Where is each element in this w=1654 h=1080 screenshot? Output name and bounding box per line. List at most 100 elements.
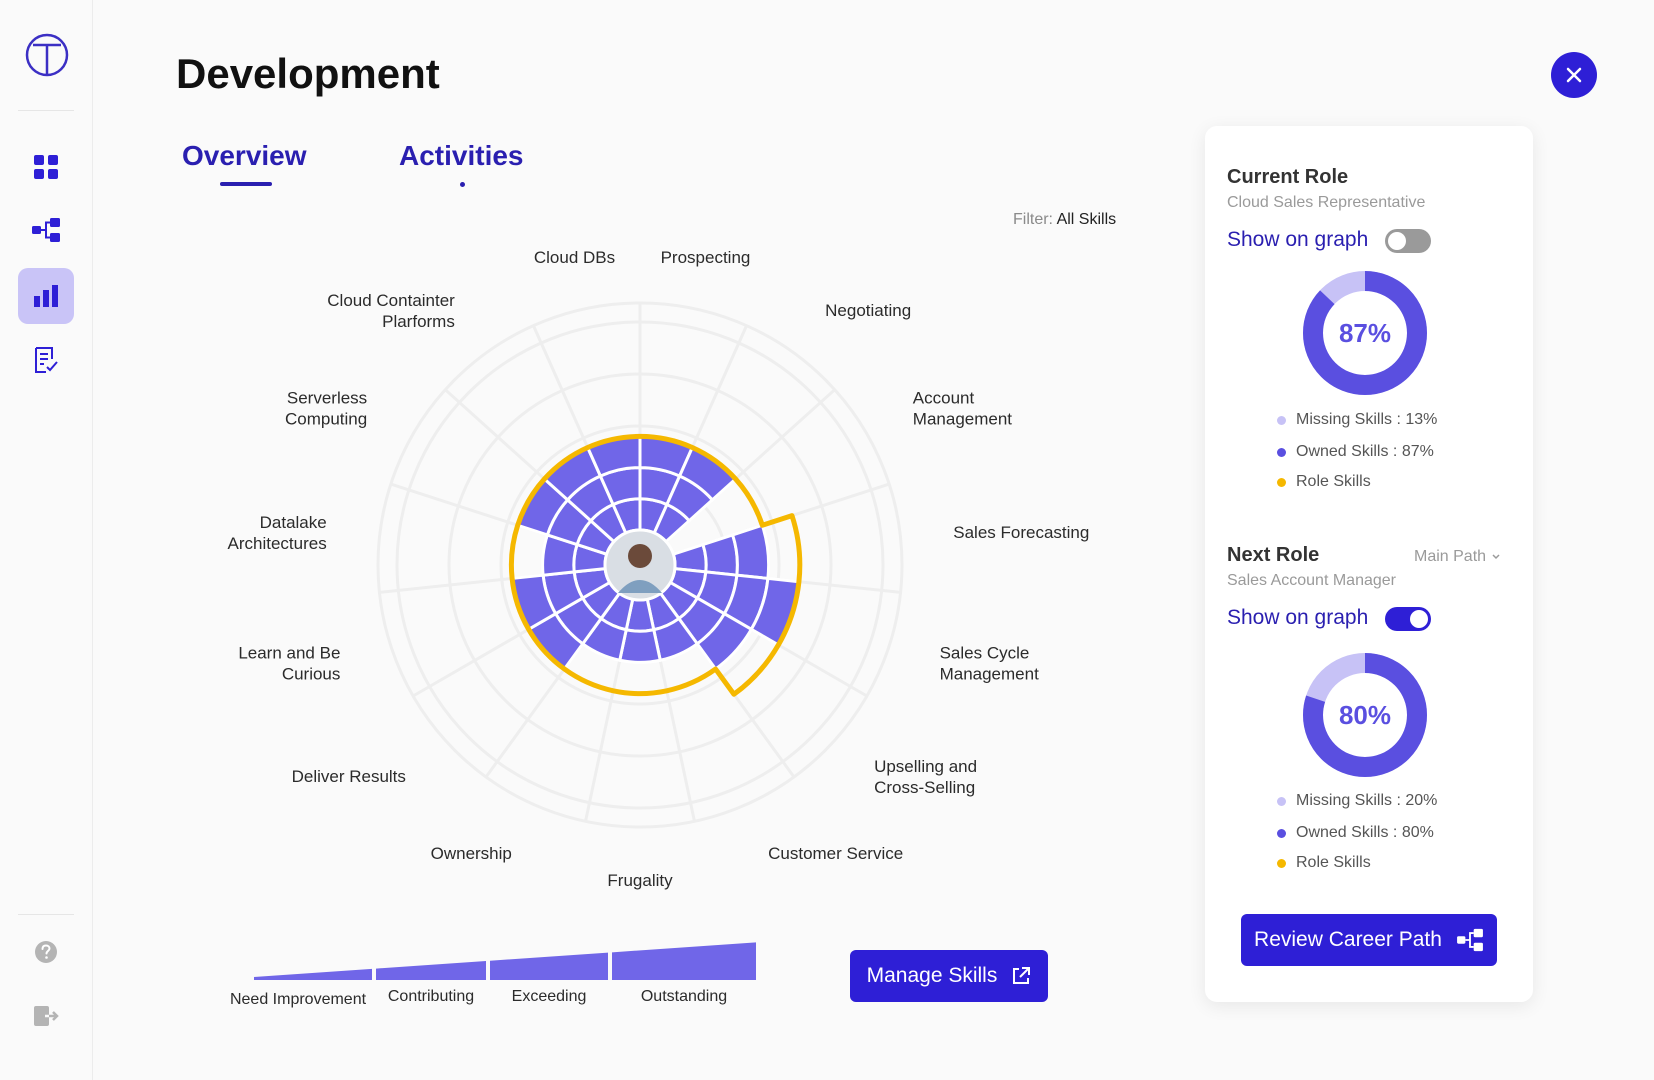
checklist-icon bbox=[35, 347, 58, 373]
grid-spoke bbox=[659, 592, 796, 778]
skill-label: Deliver Results bbox=[292, 767, 406, 786]
hierarchy-icon bbox=[32, 218, 60, 242]
skill-label: Learn and Be Curious bbox=[238, 643, 340, 683]
skill-bar-segment bbox=[638, 466, 682, 507]
tab-hover-dot bbox=[460, 182, 465, 187]
skill-bar-segment bbox=[553, 596, 604, 646]
skill-label: Account Management bbox=[913, 389, 1013, 429]
skill-label: Ownership bbox=[431, 844, 512, 863]
avatar bbox=[603, 528, 677, 602]
scale-label: Exceeding bbox=[512, 988, 587, 1005]
grid-spoke bbox=[669, 581, 868, 698]
skill-label: Sales Forecasting bbox=[953, 523, 1089, 542]
path-select-value: Main Path bbox=[1414, 548, 1487, 565]
manage-skills-button[interactable]: Manage Skills bbox=[850, 950, 1048, 1002]
skill-bar-segment bbox=[668, 567, 708, 601]
skill-bar-segment bbox=[652, 502, 692, 544]
grid-spoke bbox=[444, 388, 615, 543]
grid-ring bbox=[499, 424, 781, 706]
sidebar-divider bbox=[18, 110, 74, 111]
logout-icon bbox=[34, 1006, 59, 1026]
skill-bar-segment bbox=[598, 591, 635, 632]
skill-bar-segment bbox=[575, 518, 617, 557]
external-link-icon bbox=[1013, 967, 1031, 984]
skill-filter[interactable]: Filter: All Skills bbox=[1013, 211, 1116, 229]
grid-spoke bbox=[379, 567, 606, 594]
tab-active-indicator bbox=[220, 182, 272, 186]
sidebar-item-reports[interactable] bbox=[18, 332, 74, 388]
review-career-path-button[interactable]: Review Career Path bbox=[1241, 914, 1497, 966]
skill-bar-segment bbox=[677, 445, 738, 502]
sidebar-item-logout[interactable] bbox=[18, 988, 74, 1044]
review-career-path-label: Review Career Path bbox=[1254, 928, 1442, 951]
skill-label: Cloud DBs bbox=[534, 248, 615, 267]
skill-label: Sales Cycle Management bbox=[940, 643, 1040, 683]
next-role-show-toggle[interactable] bbox=[1385, 607, 1431, 631]
grid-spoke bbox=[672, 482, 890, 556]
skill-bar-segment bbox=[542, 445, 603, 502]
skill-bar-segment bbox=[749, 576, 801, 647]
hierarchy-icon bbox=[1457, 928, 1483, 952]
avatar-head bbox=[628, 544, 652, 568]
skill-label: Frugality bbox=[607, 871, 673, 890]
grid-spoke bbox=[645, 598, 696, 822]
sidebar-item-development[interactable] bbox=[18, 268, 74, 324]
grid-spoke bbox=[484, 592, 621, 778]
skill-bar-segment bbox=[624, 597, 656, 633]
skill-bar-segment bbox=[730, 523, 771, 581]
scale-wedge bbox=[376, 961, 486, 980]
next-role-percent: 80% bbox=[1339, 700, 1391, 730]
skill-bar-segment bbox=[541, 533, 579, 577]
skill-bar-segment bbox=[722, 573, 770, 632]
skill-bar-segment bbox=[611, 497, 642, 536]
skill-bar-segment bbox=[645, 591, 682, 632]
chart-icon bbox=[34, 285, 58, 307]
skill-bar-segment bbox=[545, 497, 593, 547]
skill-bar-segment bbox=[580, 616, 629, 663]
skill-label: Prospecting bbox=[661, 248, 751, 267]
skill-bar-segment bbox=[510, 573, 558, 632]
skill-bar-segment bbox=[701, 533, 739, 577]
grid-spoke bbox=[390, 482, 608, 556]
filter-value: All Skills bbox=[1056, 211, 1117, 228]
legend-item: Missing Skills : 13% bbox=[1277, 411, 1437, 429]
sidebar-item-help[interactable] bbox=[18, 924, 74, 980]
current-role-show-toggle[interactable] bbox=[1385, 229, 1431, 253]
grid-spoke bbox=[674, 567, 901, 594]
grid-spoke bbox=[532, 325, 628, 534]
page-title: Development bbox=[176, 50, 440, 97]
grid-spoke bbox=[412, 581, 611, 698]
close-button[interactable] bbox=[1551, 52, 1597, 98]
tab-activities[interactable]: Activities bbox=[399, 140, 524, 171]
sidebar-divider bbox=[18, 914, 74, 915]
scale-label: Need Improvement bbox=[230, 991, 367, 1008]
grid-ring bbox=[551, 476, 729, 654]
skill-label: Cloud Containter Plarforms bbox=[327, 291, 455, 331]
skill-bar-segment bbox=[580, 580, 622, 621]
sidebar-item-dashboard[interactable] bbox=[18, 139, 74, 195]
current-role-donut: 87% bbox=[1303, 271, 1427, 395]
grid-ring bbox=[376, 301, 904, 829]
path-select[interactable]: Main Path bbox=[1414, 548, 1501, 566]
tab-overview[interactable]: Overview bbox=[182, 140, 307, 171]
skill-bar-segment bbox=[585, 434, 642, 479]
chevron-down-icon bbox=[1491, 554, 1500, 560]
skill-label: Serverless Computing bbox=[285, 389, 367, 429]
role-skills-outline bbox=[508, 433, 803, 697]
skill-label: Customer Service bbox=[768, 844, 903, 863]
skill-bar-segment bbox=[598, 466, 642, 507]
skill-bar-segment bbox=[565, 474, 616, 523]
skill-bar-segment bbox=[695, 570, 739, 616]
current-role-heading: Current Role bbox=[1227, 166, 1349, 188]
next-role-heading: Next Role bbox=[1227, 544, 1320, 566]
grid-spoke bbox=[652, 325, 748, 534]
sidebar-item-career-paths[interactable] bbox=[18, 202, 74, 258]
scale-wedge bbox=[254, 968, 372, 980]
grid-ring bbox=[395, 320, 885, 810]
sidebar bbox=[0, 0, 93, 1080]
scale-wedge bbox=[490, 952, 608, 980]
legend-item: Role Skills bbox=[1277, 854, 1371, 872]
skill-bar-segment bbox=[572, 542, 609, 574]
skill-label: Upselling and Cross-Selling bbox=[874, 757, 977, 797]
current-role-show-label: Show on graph bbox=[1227, 228, 1369, 251]
